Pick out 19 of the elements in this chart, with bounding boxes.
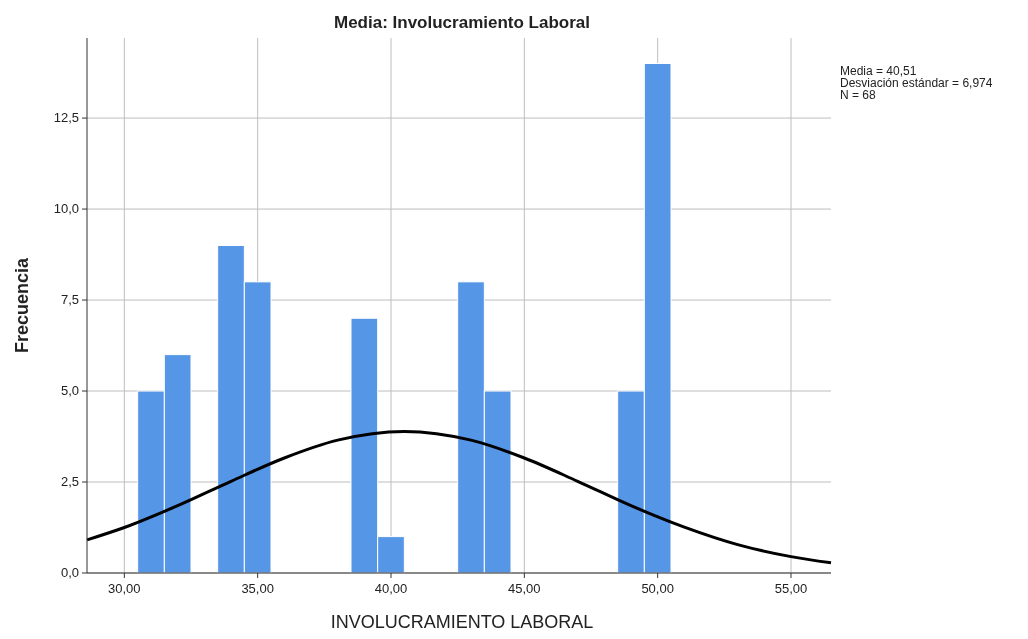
chart-title: Media: Involucramiento Laboral	[334, 13, 590, 32]
text: Media = 40,51	[840, 64, 917, 78]
x-tick-label: 45,00	[508, 581, 541, 596]
x-tick-label: 50,00	[641, 581, 674, 596]
y-tick-label: 12,5	[53, 110, 79, 126]
y-tick-label: 2,5	[60, 474, 79, 490]
y-tick-label: 0,0	[60, 565, 79, 580]
y-tick-label: 5,0	[60, 383, 79, 399]
x-axis-title: INVOLUCRAMIENTO LABORAL	[330, 612, 594, 632]
x-tick-label: 40,00	[374, 581, 408, 596]
x-tick-label: 35,00	[241, 581, 274, 596]
text: N = 68	[840, 88, 877, 102]
y-tick-label: 7,5	[60, 292, 79, 308]
y-axis-title: Frecuencia	[12, 256, 32, 354]
y-tick-label: 10,0	[53, 201, 79, 217]
x-tick-label: 55,00	[774, 581, 808, 596]
x-tick-label: 30,00	[108, 581, 141, 596]
line-series	[85, 429, 833, 565]
text: Desviación estándar = 6,974	[840, 76, 993, 90]
